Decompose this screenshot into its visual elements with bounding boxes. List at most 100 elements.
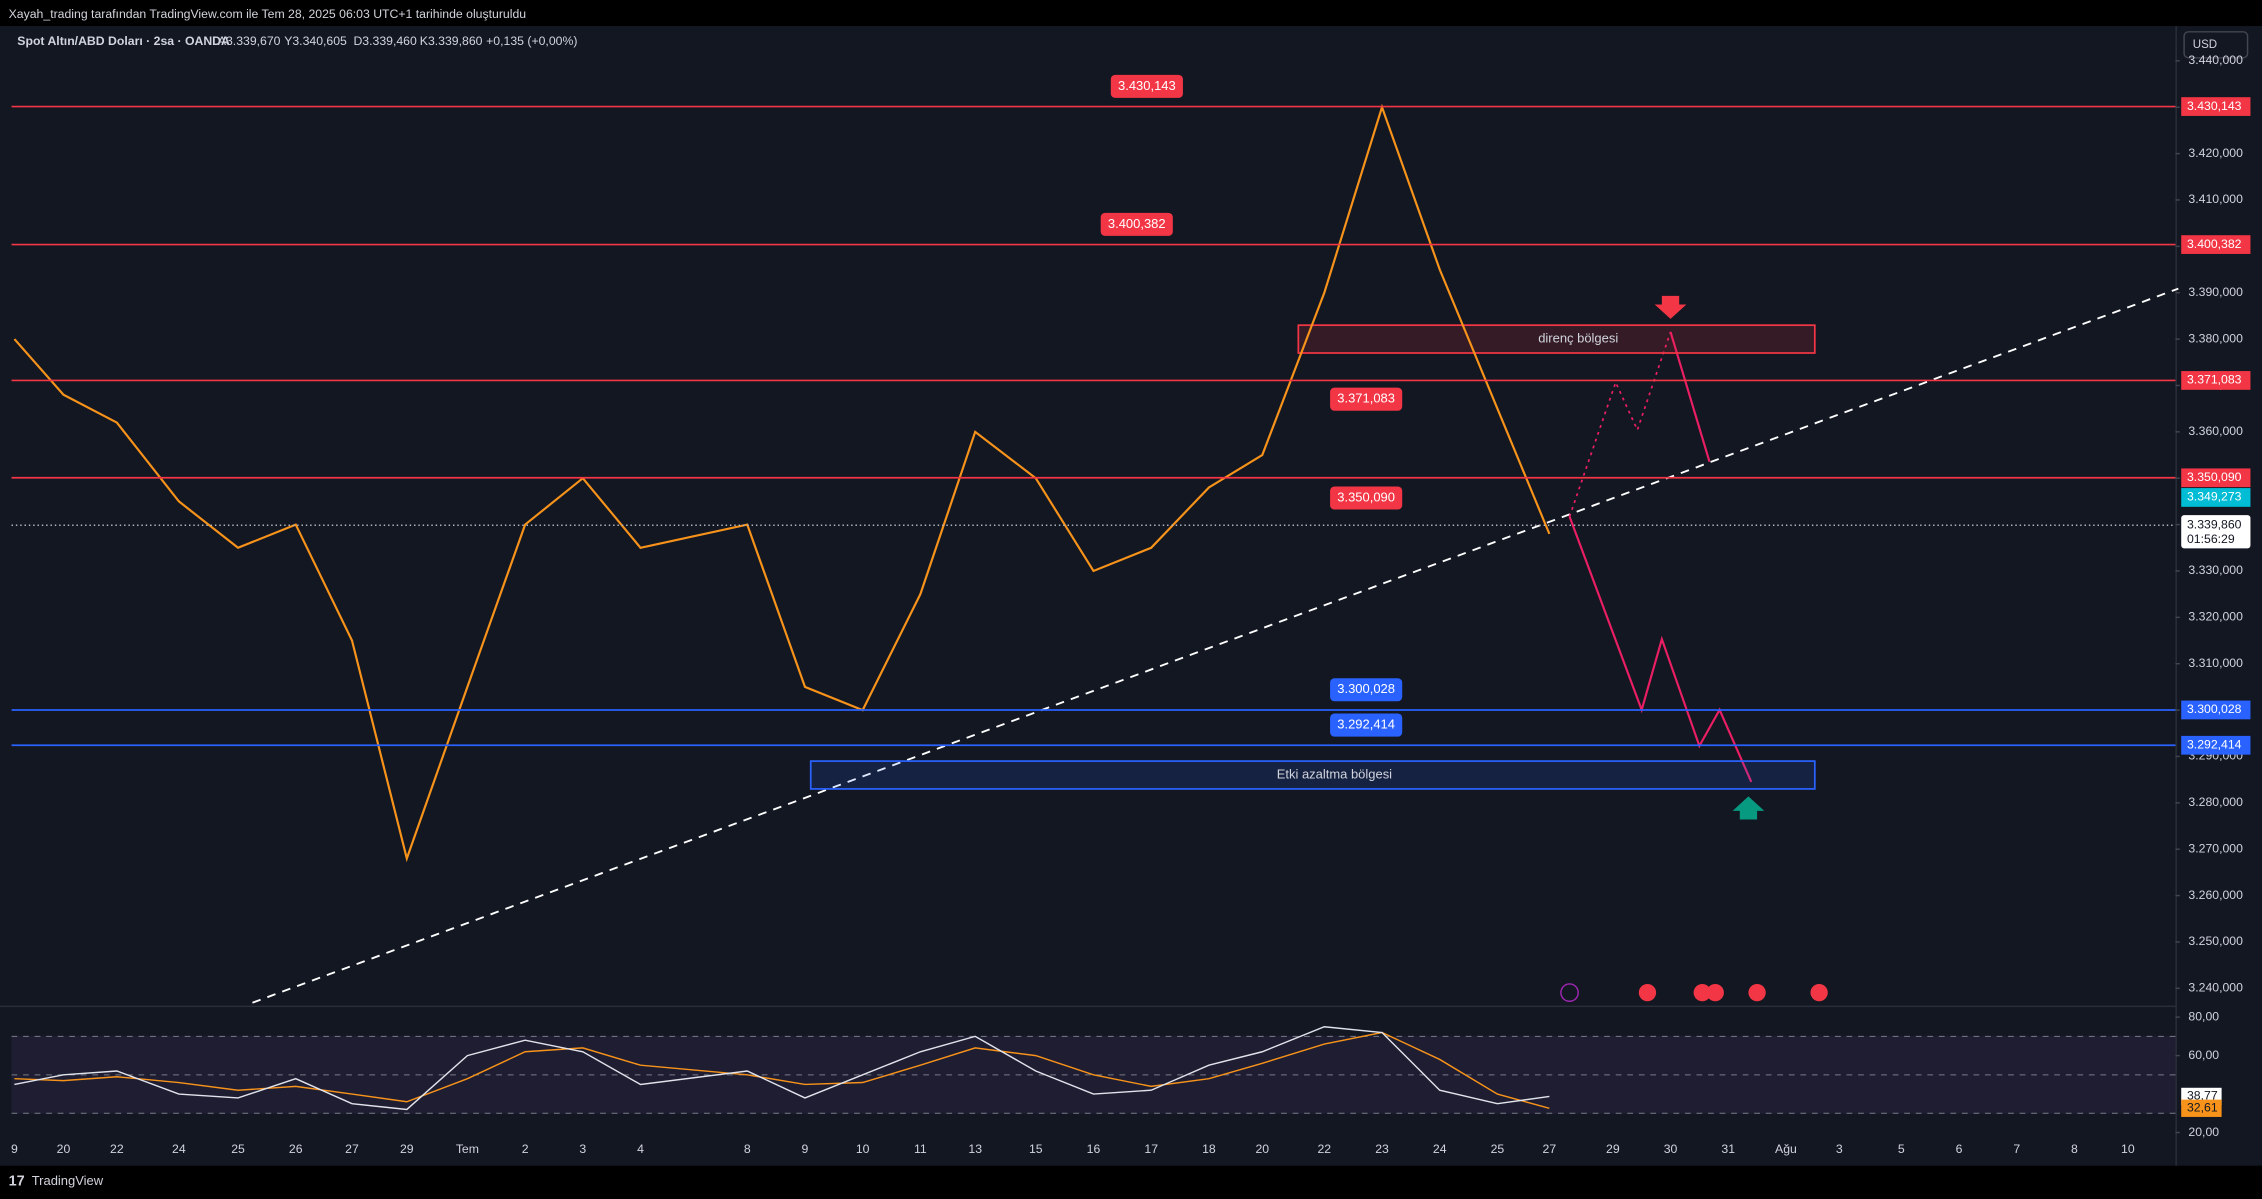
rsi-tick-label: 20,00 bbox=[2188, 1125, 2219, 1139]
rsi-tag bbox=[2181, 1099, 2222, 1117]
last-price-label: 3.339,860 bbox=[2187, 517, 2242, 531]
event-icon[interactable] bbox=[1810, 983, 1828, 1002]
level-axis-tag bbox=[2181, 235, 2251, 254]
countdown: 01:56:29 bbox=[2187, 532, 2235, 546]
level-axis-tag bbox=[2181, 371, 2251, 390]
zone-label: Etki azaltma bölgesi bbox=[1277, 766, 1392, 781]
y-tick-label: 3.330,000 bbox=[2188, 563, 2243, 577]
level-axis-tag bbox=[2181, 700, 2251, 720]
x-tick-label: 8 bbox=[744, 1142, 751, 1156]
footer-brand: TradingView bbox=[32, 1173, 104, 1188]
x-tick-label: 23 bbox=[1375, 1142, 1389, 1156]
x-tick-label: 15 bbox=[1029, 1142, 1043, 1156]
y-tick-label: 3.260,000 bbox=[2188, 888, 2243, 902]
event-icon[interactable] bbox=[1693, 983, 1711, 1002]
level-axis-tag bbox=[2181, 97, 2251, 116]
x-tick-label: 5 bbox=[1898, 1142, 1905, 1156]
level-axis-tag bbox=[2181, 735, 2251, 755]
event-icon[interactable] bbox=[1706, 983, 1724, 1002]
x-tick-label: 4 bbox=[637, 1142, 644, 1156]
x-tick-label: 9 bbox=[11, 1142, 18, 1156]
ema-label: 3.349,273 bbox=[2187, 490, 2242, 504]
x-tick-label: 30 bbox=[1664, 1142, 1678, 1156]
level-tag-label: 3.350,090 bbox=[1337, 489, 1395, 504]
level-tag bbox=[1330, 713, 1403, 737]
event-icon[interactable] bbox=[1638, 983, 1657, 1002]
y-tick-label: 3.250,000 bbox=[2188, 934, 2243, 948]
level-tag-label: 3.300,028 bbox=[1337, 681, 1395, 696]
down-arrow bbox=[1654, 295, 1687, 319]
level-tag bbox=[1330, 486, 1403, 510]
pane-separator bbox=[0, 1005, 2176, 1008]
x-tick-label: 10 bbox=[856, 1142, 870, 1156]
ema-tag bbox=[2181, 488, 2251, 507]
up-arrow bbox=[1732, 796, 1765, 820]
last-price-tag bbox=[2181, 515, 2251, 549]
event-icons bbox=[1560, 983, 1828, 1002]
y-tick-label: 3.310,000 bbox=[2188, 656, 2243, 670]
y-tick-label: 3.360,000 bbox=[2188, 424, 2243, 438]
x-tick-label: 27 bbox=[345, 1142, 359, 1156]
x-tick-label: 27 bbox=[1543, 1142, 1557, 1156]
y-tick-label: 3.280,000 bbox=[2188, 795, 2243, 809]
chart-bg bbox=[0, 26, 2262, 1166]
x-tick-label: 2 bbox=[522, 1142, 529, 1156]
zone bbox=[1297, 324, 1816, 354]
x-tick-label: 24 bbox=[172, 1142, 186, 1156]
level-tag-label: 3.430,143 bbox=[1118, 78, 1176, 93]
rsi-tick-label: 80,00 bbox=[2188, 1009, 2219, 1023]
footer-logo: 17 bbox=[9, 1173, 25, 1189]
x-tick-label: 10 bbox=[2121, 1142, 2135, 1156]
x-tick-label: 8 bbox=[2071, 1142, 2078, 1156]
price-axis-border bbox=[2175, 26, 2177, 1166]
y-tick-label: 3.390,000 bbox=[2188, 285, 2243, 299]
event-icon[interactable] bbox=[1748, 983, 1766, 1002]
rsi-tag-label: 38,77 bbox=[2187, 1089, 2218, 1103]
x-tick-label: 29 bbox=[1606, 1142, 1620, 1156]
y-tick-label: 3.420,000 bbox=[2188, 146, 2243, 160]
level-axis-label: 3.371,083 bbox=[2187, 373, 2242, 387]
x-tick-label: 22 bbox=[110, 1142, 124, 1156]
price-line bbox=[13, 103, 1551, 863]
x-tick-label: 17 bbox=[1144, 1142, 1158, 1156]
x-tick-label: 20 bbox=[57, 1142, 71, 1156]
zone-label: direnç bölgesi bbox=[1538, 331, 1618, 346]
ohlc-low: D3.339,460 bbox=[353, 34, 417, 48]
price-axis: 3.440,0003.430,0003.420,0003.410,0003.40… bbox=[2175, 53, 2243, 995]
x-tick-label: 25 bbox=[1491, 1142, 1505, 1156]
x-tick-label: 3 bbox=[579, 1142, 586, 1156]
event-icon[interactable] bbox=[1560, 983, 1579, 1002]
x-tick-label: 7 bbox=[2013, 1142, 2020, 1156]
y-tick-label: 3.380,000 bbox=[2188, 331, 2243, 345]
x-tick-label: 9 bbox=[802, 1142, 809, 1156]
y-tick-label: 3.320,000 bbox=[2188, 610, 2243, 624]
level-axis-label: 3.292,414 bbox=[2187, 737, 2242, 751]
x-tick-label: 3 bbox=[1836, 1142, 1843, 1156]
attribution: Xayah_trading tarafından TradingView.com… bbox=[9, 7, 526, 21]
x-tick-label: 11 bbox=[914, 1142, 927, 1156]
currency[interactable]: USD bbox=[2193, 39, 2217, 51]
x-tick-label: 22 bbox=[1317, 1142, 1331, 1156]
x-tick-label: 25 bbox=[231, 1142, 245, 1156]
x-tick-label: 18 bbox=[1202, 1142, 1216, 1156]
level-axis-label: 3.430,143 bbox=[2187, 99, 2242, 113]
x-tick-label: 16 bbox=[1087, 1142, 1101, 1156]
y-tick-label: 3.440,000 bbox=[2188, 53, 2243, 67]
level-tag-label: 3.292,414 bbox=[1337, 716, 1395, 731]
y-tick-label: 3.270,000 bbox=[2188, 841, 2243, 855]
level-axis-label: 3.400,382 bbox=[2187, 237, 2242, 251]
rsi-tag-label: 32,61 bbox=[2187, 1101, 2218, 1115]
x-tick-label: Tem bbox=[456, 1142, 479, 1156]
symbol: Spot Altın/ABD Doları · 2sa · OANDA bbox=[17, 34, 230, 48]
level-tag bbox=[1100, 212, 1173, 236]
ohlc-change: +0,135 (+0,00%) bbox=[486, 34, 577, 48]
currency-button[interactable] bbox=[2183, 31, 2249, 59]
zone bbox=[809, 760, 1816, 790]
level-tag bbox=[1330, 387, 1403, 411]
x-tick-label: 29 bbox=[400, 1142, 414, 1156]
ohlc-high: Y3.340,605 bbox=[284, 34, 347, 48]
x-tick-label: 24 bbox=[1433, 1142, 1447, 1156]
level-tag bbox=[1330, 678, 1403, 702]
